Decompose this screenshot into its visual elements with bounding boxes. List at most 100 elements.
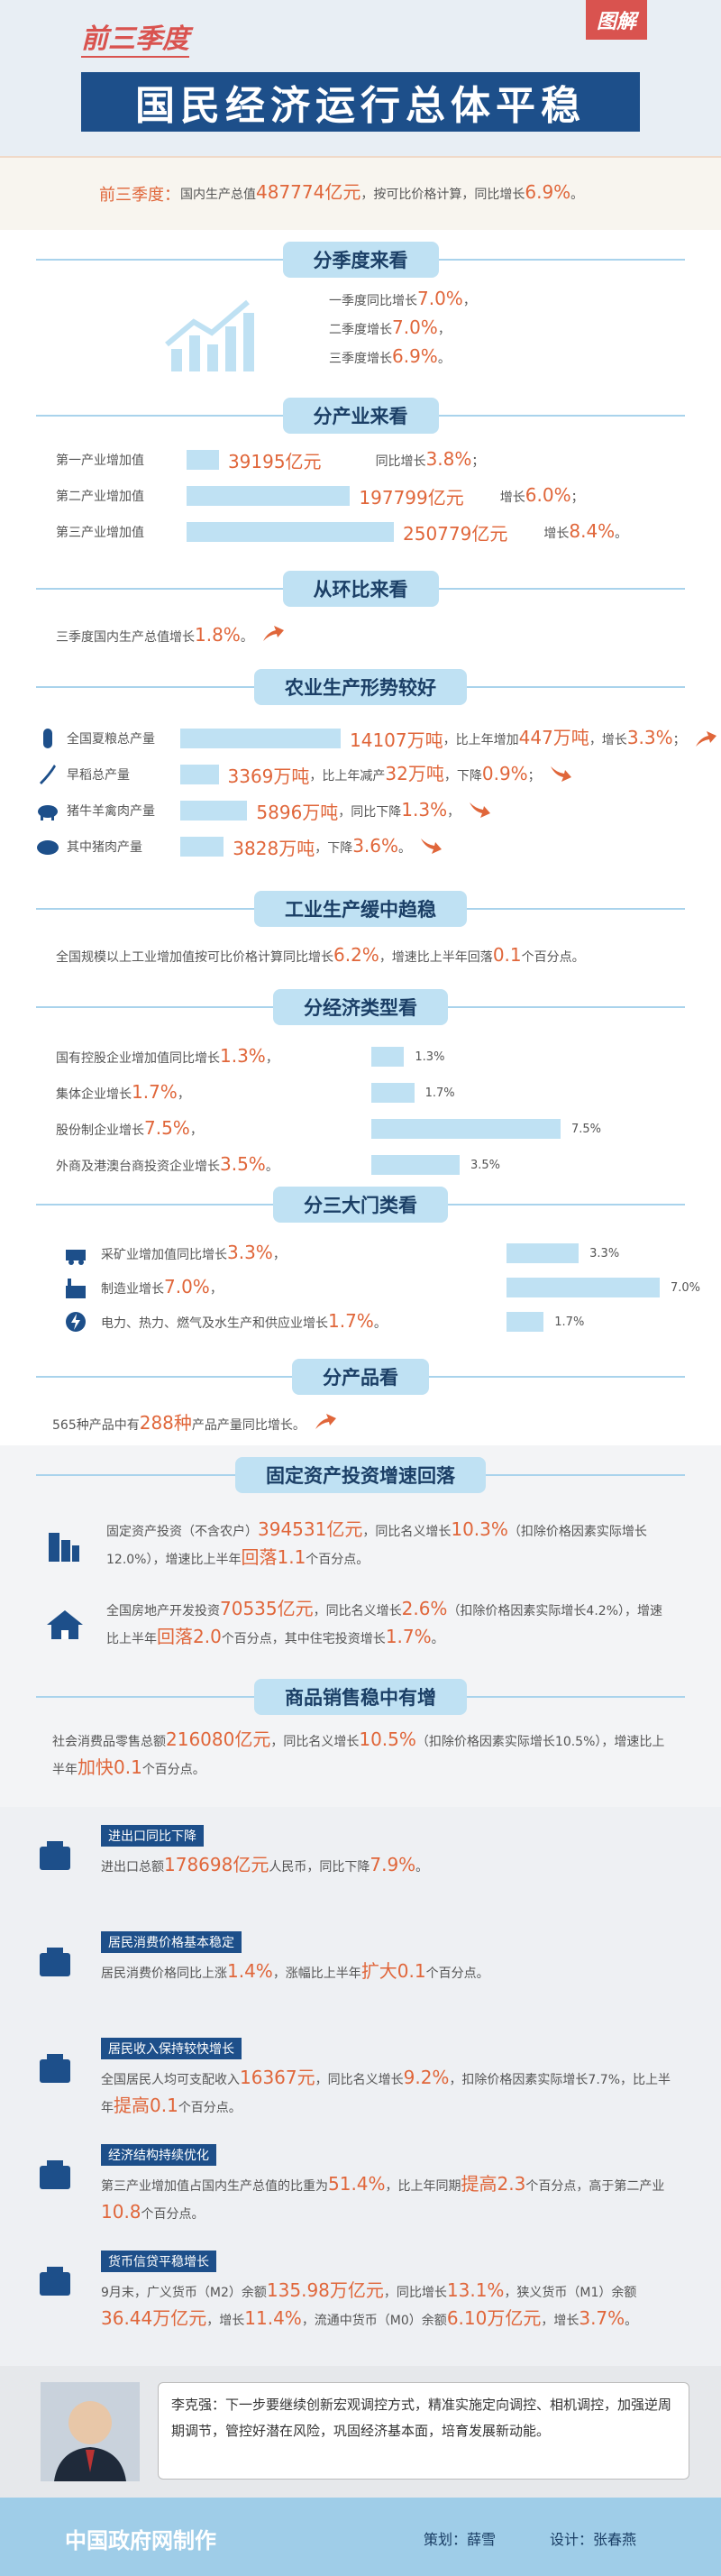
highlight: 13.1% (446, 2279, 505, 2301)
text-run: ， (189, 1123, 203, 1138)
quarterly-section: 分季度来看 一季度同比增长7.0%， 二季度增长7.0%， 三季度增长6.9%。 (0, 230, 721, 386)
bar (371, 1119, 561, 1139)
highlight: 36.44万亿元 (101, 2307, 207, 2329)
sectors-section: 分三大门类看 采矿业增加值同比增长3.3%， 3.3% 制造业增长7.0%， 7.0%… (0, 1175, 721, 1347)
rich-text: 采矿业增加值同比增长3.3%， (101, 1242, 286, 1263)
indicator: 居民消费价格基本稳定 居民消费价格同比上涨1.4%，涨幅比上半年扩大0.1个百分点… (36, 1931, 685, 2038)
value-label: 250779亿元 (403, 522, 508, 545)
highlight: 7.0% (392, 316, 438, 338)
highlight: 0.1 (492, 944, 522, 966)
indicator-tag: 进出口同比下降 (101, 1825, 204, 1847)
quarter-line: 一季度同比增长7.0%， (329, 286, 476, 315)
arrow-down (550, 766, 571, 782)
highlight: 回落2.0 (157, 1626, 222, 1647)
indicator: 货币信贷平稳增长 9月末，广义货币（M2）余额135.98万亿元，同比增长13.1… (36, 2251, 685, 2366)
rich-text: 社会消费品零售总额216080亿元，同比名义增长10.5%（扣除价格因素实际增长… (52, 1728, 664, 1778)
highlight: 7.5% (144, 1116, 190, 1139)
products-section: 分产品看 565种产品中有288种产品产量同比增长。 (0, 1347, 721, 1445)
highlight: 6.2% (333, 944, 379, 966)
rich-text: 一季度同比增长7.0%， (329, 288, 476, 309)
text-run: ； (471, 454, 485, 469)
text-run: ，同比下降 (338, 804, 402, 820)
indicator: 进出口同比下降 进出口总额178698亿元人民币，同比下降7.9%。 (36, 1825, 685, 1931)
retail-section: 商品销售稳中有增 社会消费品零售总额216080亿元，同比名义增长10.5%（扣… (0, 1667, 721, 1807)
ownership-row: 外商及港澳台商投资企业增长3.5%。 3.5% (56, 1147, 721, 1175)
highlight: 回落1.1 (241, 1546, 306, 1568)
quarter-line: 三季度增长6.9%。 (329, 344, 476, 372)
section-heading: 商品销售稳中有增 (0, 1679, 721, 1715)
text-run: 。 (398, 840, 412, 856)
text-run: 个百分点。 (306, 1553, 370, 1567)
highlight: 216080亿元 (166, 1728, 271, 1750)
agriculture-row: 其中猪肉产量 3828万吨 ，下降3.6%。 (36, 829, 721, 865)
text-run: ， (209, 1281, 223, 1297)
section-body: 国有控股企业增加值同比增长1.3%， 1.3% 集体企业增长1.7%， 1.7% 股份制… (56, 1039, 721, 1175)
highlight: 1.7% (132, 1080, 178, 1103)
ownership-row: 股份制企业增长7.5%， 7.5% (56, 1111, 721, 1147)
section-heading: 分产业来看 (0, 398, 721, 434)
section-heading: 分产品看 (0, 1359, 721, 1395)
growth-icon (165, 299, 254, 371)
header: 前三季度 国民经济运行总体平稳 图解 (0, 0, 721, 156)
rich-text: ，比上年减产32万吨，下降0.9%； (309, 761, 540, 789)
text-run: ，涨幅比上半年 (272, 1966, 361, 1981)
value-label: 3.3% (589, 1246, 620, 1260)
text-run: 。 (415, 1860, 429, 1875)
indicator-list: 进出口同比下降 进出口总额178698亿元人民币，同比下降7.9%。 居民消费价格基… (36, 1825, 685, 2366)
value-label: 1.7% (554, 1315, 585, 1329)
text-run: 人民币，同比下降 (269, 1860, 370, 1875)
section-heading: 分经济类型看 (0, 989, 721, 1025)
text-run: ，增长 (589, 732, 627, 747)
industrial-section: 工业生产缓中趋稳 全国规模以上工业增加值按可比价格计算同比增长6.2%，增速比上… (0, 879, 721, 977)
highlight: 提高0.1 (114, 2095, 178, 2116)
sectors-row: 电力、热力、燃气及水生产和供应业增长1.7%。 1.7% (63, 1305, 721, 1339)
text-run: 565种产品中有 (52, 1418, 140, 1433)
quarter-line: 二季度增长7.0%， (329, 315, 476, 344)
highlight: 7.0% (417, 288, 463, 309)
indicator-body: 居民收入保持较快增长 全国居民人均可支配收入16367元，同比名义增长9.2%，扣… (101, 2038, 678, 2121)
bar (371, 1083, 415, 1103)
text-run: 采矿业增加值同比增长 (101, 1247, 227, 1262)
rich-text: 三季度增长6.9%。 (329, 345, 451, 367)
text-run: ，增长 (206, 2314, 245, 2328)
section-heading: 分三大门类看 (0, 1187, 721, 1223)
section-heading: 农业生产形势较好 (0, 669, 721, 705)
indicator-tag: 居民消费价格基本稳定 (101, 1931, 242, 1953)
agriculture-row: 全国夏粮总产量 14107万吨 ，比上年增加447万吨，增长3.3%； (36, 720, 721, 756)
text-run: ； (527, 768, 541, 784)
text-run: ， (265, 1050, 278, 1066)
row-label: 早稻总产量 (67, 768, 130, 783)
text-run: 国内生产总值 (180, 188, 256, 202)
row-label: 全国夏粮总产量 (67, 732, 155, 747)
rich-text: 国有控股企业增加值同比增长1.3%， (56, 1045, 278, 1067)
text-run: ，同比名义增长 (315, 2073, 404, 2087)
indicators-section: 进出口同比下降 进出口总额178698亿元人民币，同比下降7.9%。 居民消费价格基… (0, 1807, 721, 2366)
portrait (41, 2382, 140, 2481)
highlight: 288种 (139, 1412, 192, 1434)
text-run: ； (672, 732, 686, 747)
subtitle: 前三季度 (81, 16, 189, 58)
text-run: 。 (615, 526, 628, 541)
section-body: 565种产品中有288种产品产量同比增长。 (52, 1410, 721, 1445)
text-run: 股份制企业增长 (56, 1123, 144, 1138)
text-run: 。 (373, 1316, 387, 1331)
item-icon (49, 1533, 79, 1562)
section-body: 全国夏粮总产量 14107万吨 ，比上年增加447万吨，增长3.3%； 早稻总产量 33… (36, 720, 721, 879)
text-run: ，同比增长 (383, 2286, 447, 2300)
highlight: 11.4% (244, 2307, 302, 2329)
rich-text: 电力、热力、燃气及水生产和供应业增长1.7%。 (101, 1310, 387, 1332)
producer: 中国政府网制作 (65, 2528, 216, 2553)
highlight: 1.4% (227, 1960, 273, 1982)
item-icon (40, 2054, 70, 2083)
heading-text: 分季度来看 (282, 242, 439, 278)
rich-text: 制造业增长7.0%， (101, 1276, 223, 1297)
row-text: 制造业增长7.0%， (101, 1274, 507, 1302)
quote-box: 李克强：下一步要继续创新宏观调控方式，精准实施定向调控、相机调控，加强逆周期调节… (158, 2382, 689, 2480)
text-run: ， (437, 323, 451, 337)
row-label: 猪牛羊禽肉产量 (67, 804, 155, 819)
heading-text: 分经济类型看 (273, 989, 448, 1025)
row-text: 采矿业增加值同比增长3.3%， (101, 1240, 507, 1268)
highlight: 487774亿元 (256, 181, 361, 203)
indicator: 经济结构持续优化 第三产业增加值占国内生产总值的比重为51.4%，比上年同期提高2… (36, 2144, 685, 2251)
quarter-lines: 一季度同比增长7.0%， 二季度增长7.0%， 三季度增长6.9%。 (329, 286, 476, 372)
